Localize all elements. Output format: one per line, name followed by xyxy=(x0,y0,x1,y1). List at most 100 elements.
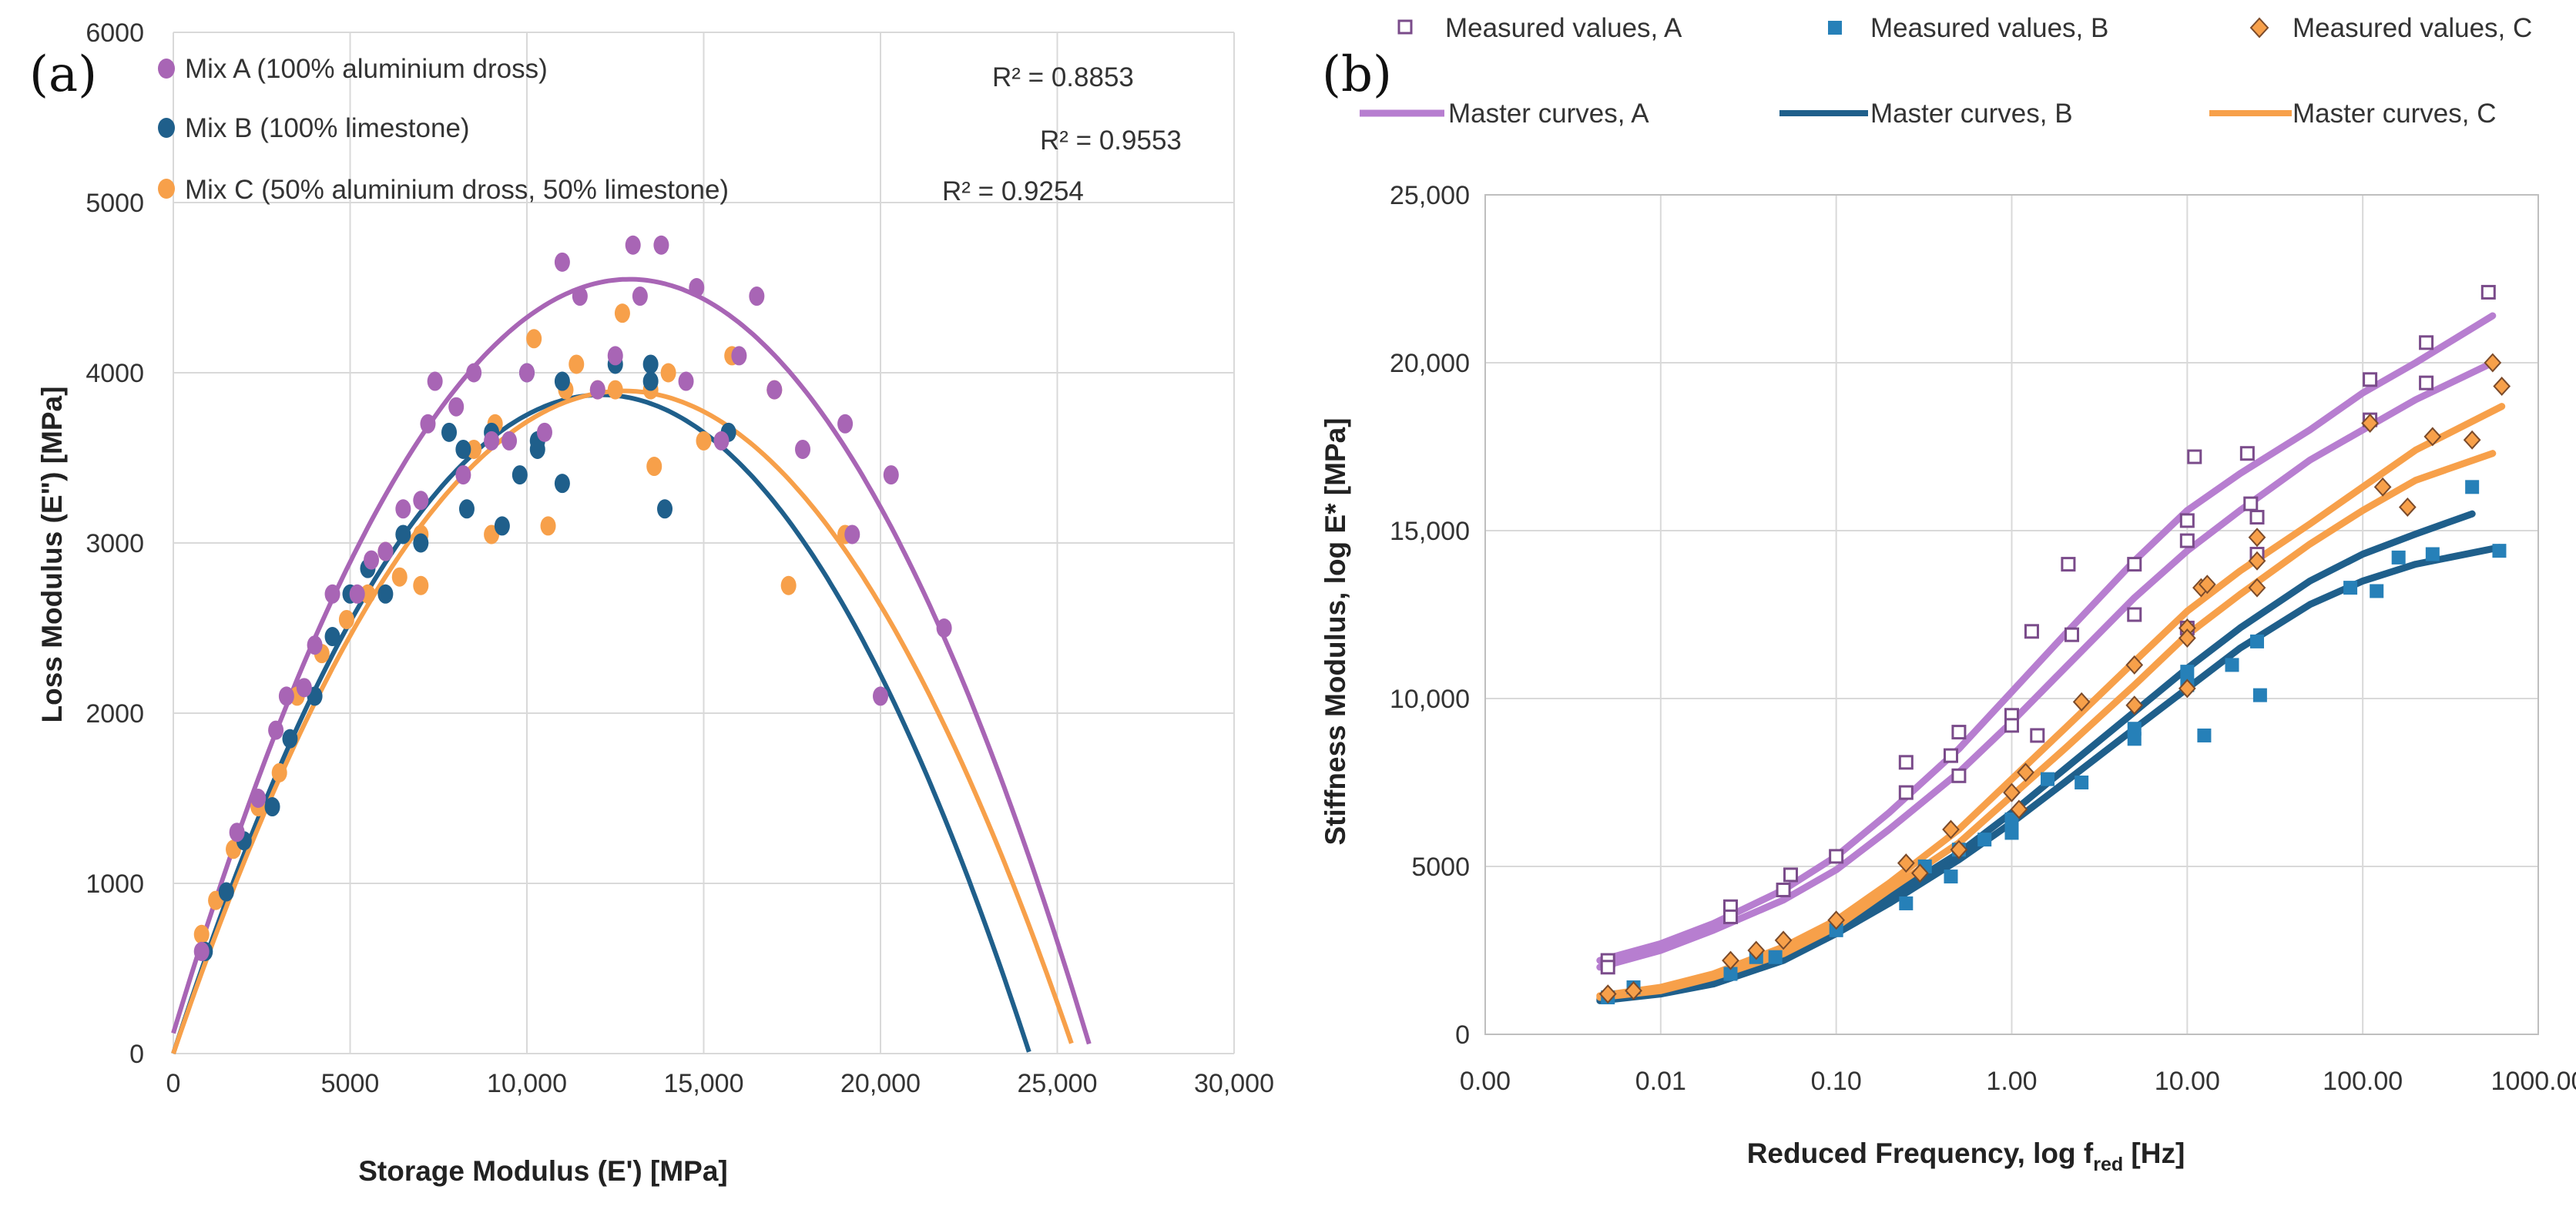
measured-point-a xyxy=(2064,627,2080,642)
fit-curve-c xyxy=(171,388,1074,1054)
point-mix-c xyxy=(526,329,542,349)
legend-label-measured-c: Measured values, C xyxy=(2293,13,2532,43)
measured-point-b xyxy=(2425,547,2440,561)
measured-point-a xyxy=(1951,725,1967,740)
point-mix-b xyxy=(455,439,471,459)
measured-point-c xyxy=(2373,477,2392,497)
measured-point-c xyxy=(2003,782,2021,803)
panel-a-x-ticks: 0 5000 10,000 15,000 20,000 25,000 30,000 xyxy=(166,1069,1274,1098)
measured-point-c xyxy=(1598,984,1617,1004)
measured-point-b xyxy=(1899,896,1914,910)
legend-label-master-c: Master curves, C xyxy=(2293,99,2497,129)
point-mix-a xyxy=(572,286,588,307)
point-mix-c xyxy=(360,584,376,604)
x-tick-label: 5000 xyxy=(321,1069,380,1098)
point-mix-c xyxy=(466,439,482,459)
measured-point-a xyxy=(2187,449,2202,464)
point-mix-a xyxy=(653,235,669,255)
measured-point-c xyxy=(1625,980,1642,1000)
point-mix-a xyxy=(364,550,380,570)
point-mix-a xyxy=(466,363,482,383)
legend-marker-measured-a xyxy=(1397,19,1413,35)
point-mix-a xyxy=(448,397,465,417)
point-mix-a xyxy=(589,380,605,400)
point-mix-c xyxy=(338,609,354,629)
panel-a-y-ticks: 0 1000 2000 3000 4000 5000 6000 xyxy=(86,18,144,1069)
point-mix-a xyxy=(554,252,570,272)
legend-label-mix-b: Mix B (100% limestone) xyxy=(185,113,470,143)
point-mix-a xyxy=(307,635,323,655)
point-mix-a xyxy=(678,371,694,391)
panel-b-chart: (b) Measured values, A Measured values, … xyxy=(1320,13,2576,1175)
x-tick-label: 10.00 xyxy=(2155,1067,2220,1096)
legend-label-mix-c: Mix C (50% aluminium dross, 50% limeston… xyxy=(185,175,729,205)
measured-point-b xyxy=(2391,550,2406,565)
y-tick-label: 20,000 xyxy=(1390,349,1470,378)
measured-point-a xyxy=(1722,909,1738,924)
measured-point-b xyxy=(1723,967,1738,981)
measured-point-a xyxy=(2127,557,2142,572)
point-mix-b xyxy=(324,627,340,647)
measured-point-c xyxy=(1827,910,1846,930)
x-tick-label: 10,000 xyxy=(487,1069,567,1098)
point-mix-a xyxy=(324,584,340,604)
plot-frame xyxy=(1484,194,2539,1035)
master-curve-c xyxy=(1596,450,2497,1001)
measured-point-a xyxy=(1776,883,1791,898)
measured-point-a xyxy=(2419,335,2434,350)
point-mix-a xyxy=(607,346,623,366)
y-tick-label: 2000 xyxy=(86,699,144,729)
point-mix-a xyxy=(795,439,811,459)
panel-b-x-ticks: 0.00 0.01 0.10 1.00 10.00 100.00 1000.00 xyxy=(1460,1067,2576,1096)
measured-point-c xyxy=(1722,950,1739,970)
y-tick-label: 15,000 xyxy=(1390,517,1470,546)
measured-point-b xyxy=(1829,923,1843,937)
x-tick-label: 0.01 xyxy=(1635,1067,1686,1096)
measured-point-c xyxy=(2398,497,2417,517)
measured-point-c xyxy=(2484,353,2502,373)
measured-point-c xyxy=(2178,628,2196,648)
y-tick-label: 5000 xyxy=(1411,853,1470,882)
measured-point-c xyxy=(2493,377,2511,397)
point-mix-a xyxy=(936,618,952,638)
measured-point-b xyxy=(1977,833,1992,847)
measured-point-a xyxy=(2004,718,2019,733)
point-mix-c xyxy=(391,567,408,587)
measured-point-c xyxy=(2072,692,2091,712)
point-mix-b xyxy=(494,516,510,536)
measured-point-c xyxy=(2010,799,2028,819)
y-tick-label: 4000 xyxy=(86,359,144,388)
measured-point-c xyxy=(2125,695,2144,715)
legend-label-master-a: Master curves, A xyxy=(1448,99,1649,129)
point-mix-b xyxy=(529,439,545,459)
point-mix-a xyxy=(625,235,641,255)
point-mix-a xyxy=(455,465,471,485)
point-mix-c xyxy=(696,431,712,451)
legend-marker-measured-c xyxy=(2249,17,2269,39)
point-mix-a xyxy=(632,286,648,307)
point-mix-a xyxy=(377,541,394,561)
point-mix-c xyxy=(607,380,623,400)
x-axis-title-unit: [Hz] xyxy=(2123,1138,2185,1169)
point-mix-a xyxy=(844,524,860,545)
point-mix-a xyxy=(519,363,535,383)
master-curve-a xyxy=(1596,359,2497,971)
point-mix-a xyxy=(296,678,312,698)
point-mix-a xyxy=(501,431,518,451)
panel-a-y-axis-title: Loss Modulus (E") [MPa] xyxy=(36,387,68,723)
panel-b-label: (b) xyxy=(1322,46,1392,103)
point-mix-b xyxy=(554,371,570,391)
measured-point-c xyxy=(1747,940,1766,960)
x-axis-title-subscript: red xyxy=(2093,1154,2123,1175)
point-mix-b xyxy=(657,499,673,519)
fit-curve-b xyxy=(171,392,1031,1054)
measured-point-a xyxy=(1943,748,1958,763)
point-mix-a xyxy=(278,686,294,706)
point-mix-b xyxy=(264,797,280,817)
point-mix-a xyxy=(536,422,552,442)
measured-point-a xyxy=(2030,728,2045,743)
measured-point-a xyxy=(2061,557,2076,572)
point-mix-c xyxy=(569,354,585,374)
measured-point-b xyxy=(2343,581,2358,595)
legend-label-master-b: Master curves, B xyxy=(1870,99,2073,129)
